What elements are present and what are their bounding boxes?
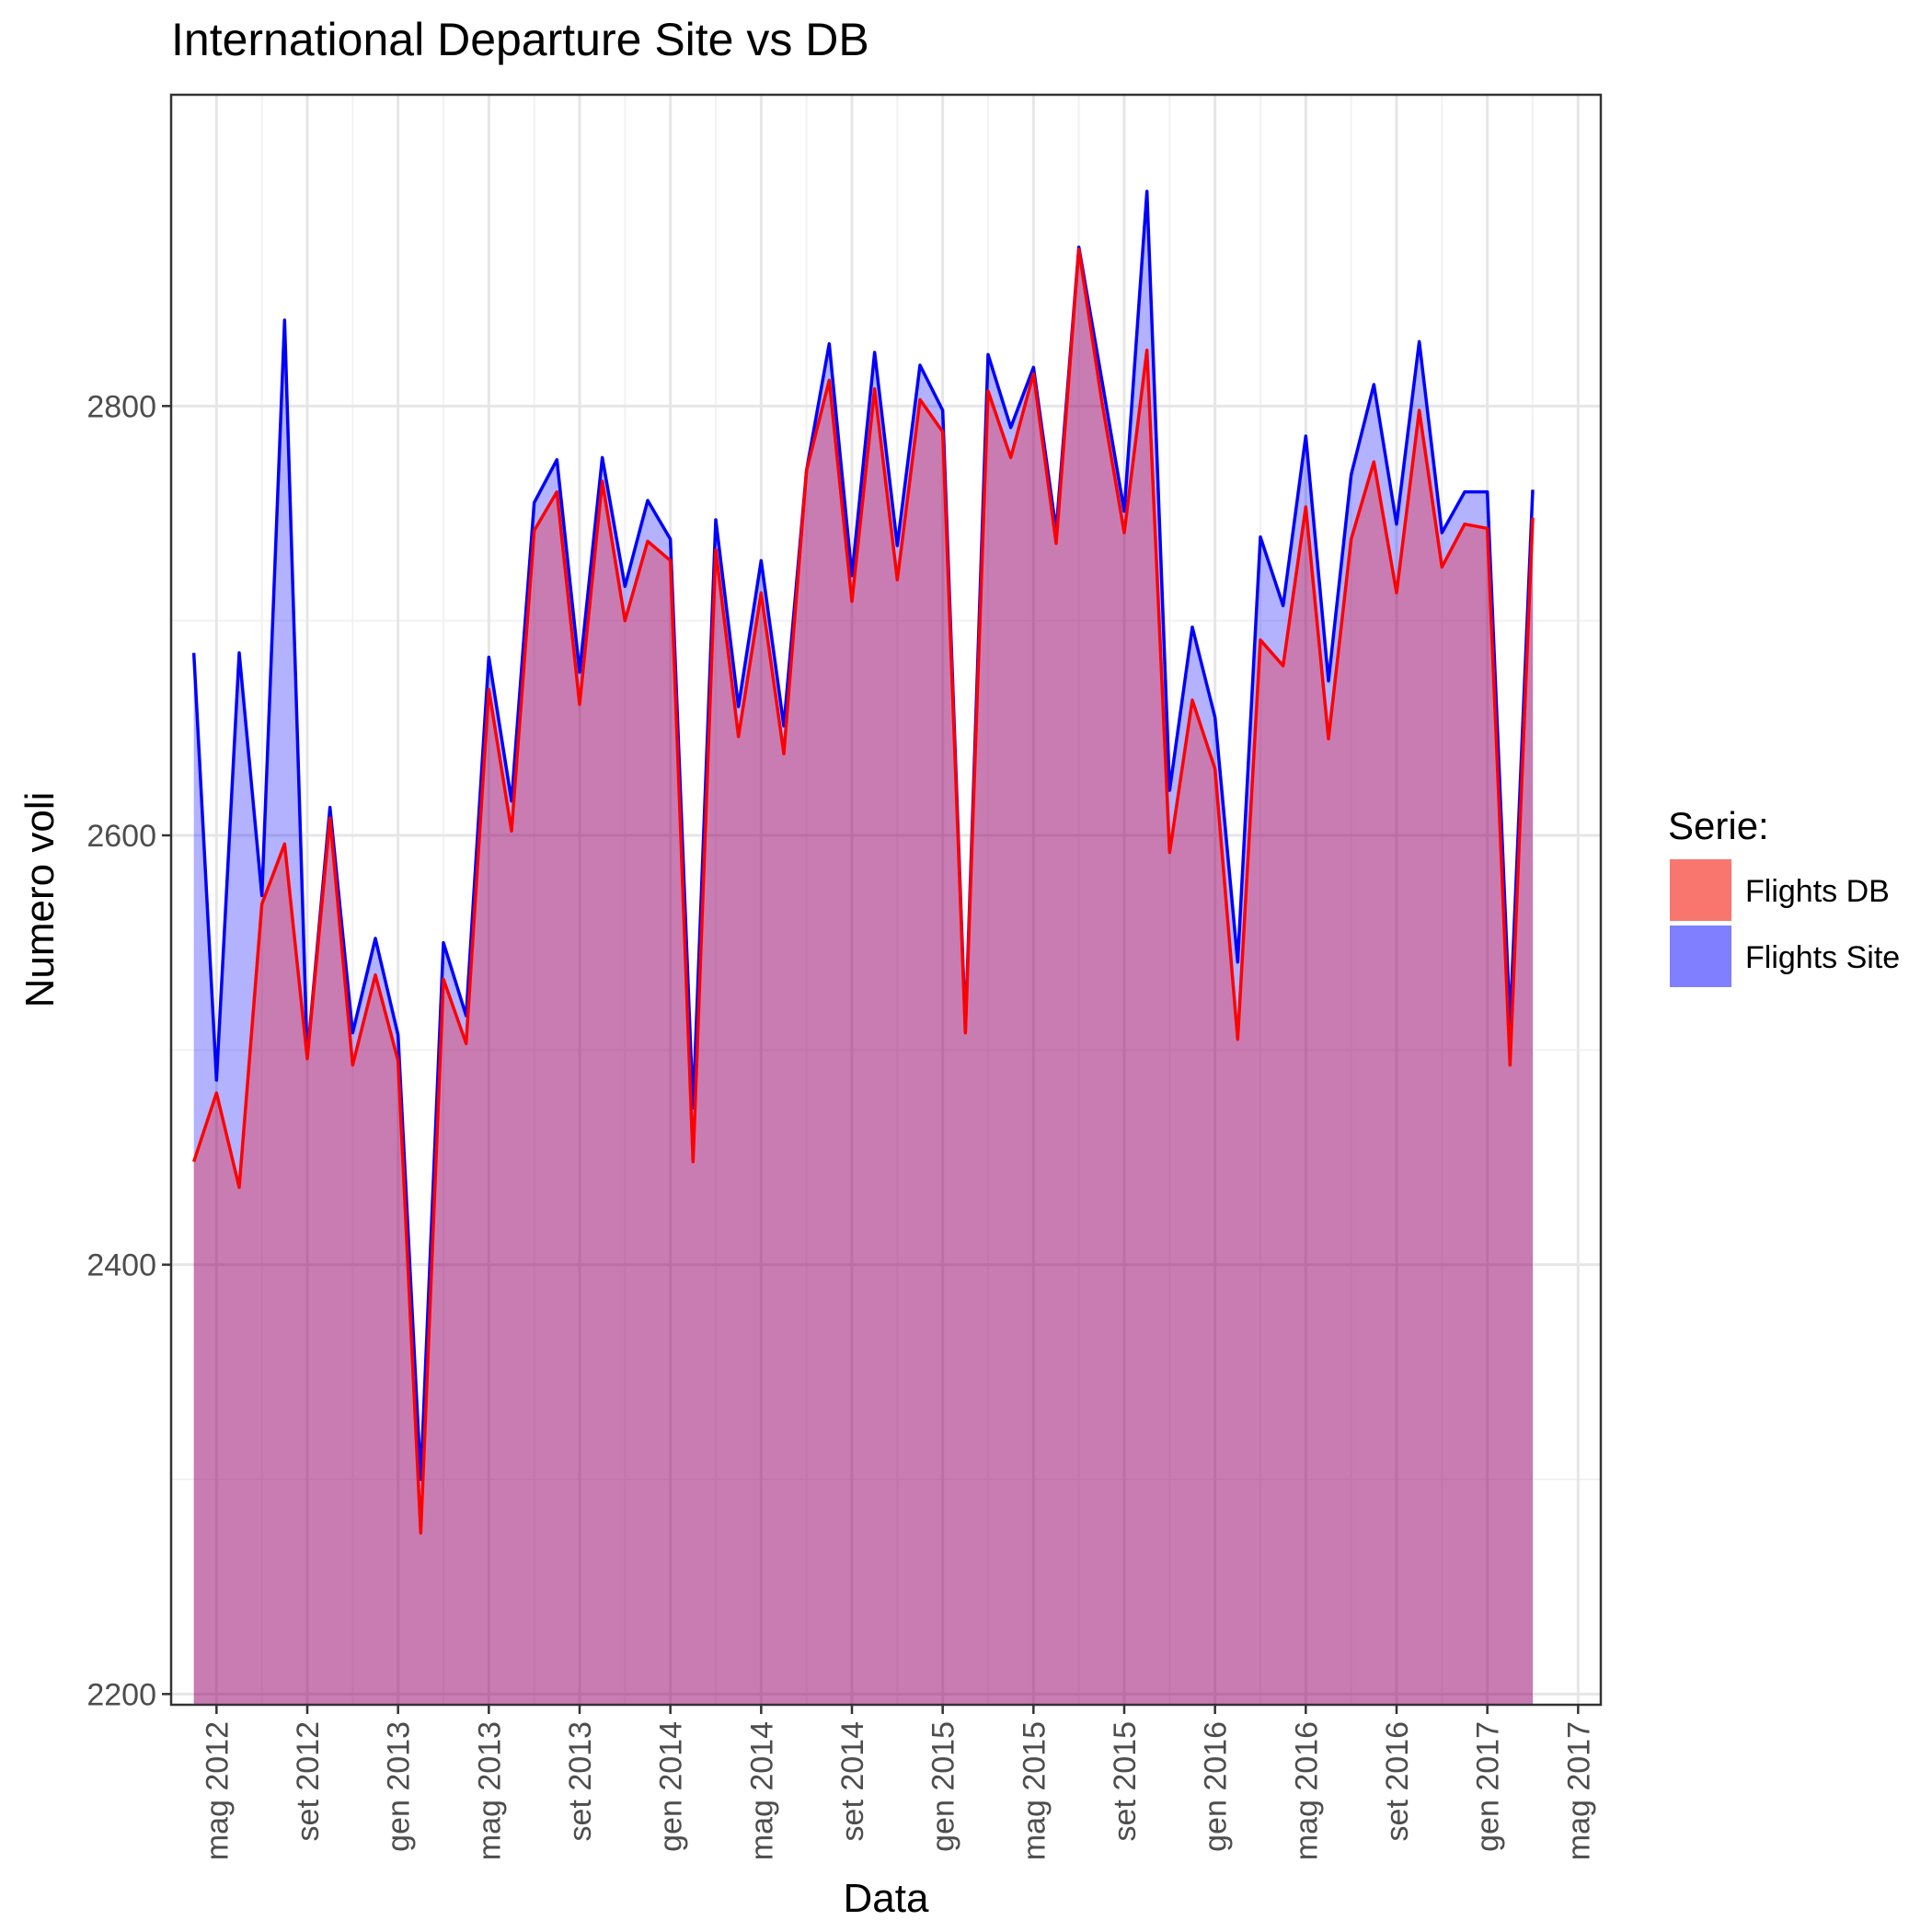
y-tick-label: 2200	[86, 1677, 156, 1712]
axes: mag 2012 set 2012 gen 2013 mag 2013 set 2013…	[86, 389, 1596, 1860]
x-tick-label: set 2016	[1380, 1721, 1415, 1841]
y-tick-label: 2600	[86, 819, 156, 854]
x-axis-title: Data	[844, 1876, 929, 1921]
chart-title: International Departure Site vs DB	[171, 14, 869, 65]
series-lines	[191, 190, 1535, 1535]
x-tick-label: set 2015	[1108, 1721, 1143, 1841]
x-tick-label: gen 2017	[1471, 1721, 1506, 1852]
x-tick-label: mag 2017	[1561, 1721, 1596, 1860]
y-tick-label: 2400	[86, 1248, 156, 1283]
x-tick-label: mag 2012	[200, 1721, 235, 1860]
line-flights-db	[192, 247, 1535, 1535]
x-tick-label: gen 2014	[654, 1721, 689, 1852]
x-tick-label: set 2014	[835, 1721, 870, 1841]
area-flights-site	[193, 191, 1534, 1705]
x-tick-label: set 2013	[563, 1721, 598, 1841]
x-tick-label: mag 2016	[1289, 1721, 1324, 1860]
legend-label-flights-site: Flights Site	[1745, 940, 1900, 975]
y-axis-title: Numero voli	[17, 792, 63, 1008]
plot-panel	[171, 95, 1601, 1705]
x-tick-label: mag 2013	[472, 1721, 507, 1860]
x-tick-label: gen 2016	[1199, 1721, 1234, 1852]
legend-label-flights-db: Flights DB	[1745, 874, 1890, 909]
x-tick-label: gen 2013	[382, 1721, 417, 1852]
x-tick-label: mag 2015	[1017, 1721, 1052, 1860]
line-flights-site	[191, 190, 1535, 1481]
legend-key-flights-site	[1670, 926, 1731, 987]
legend-title: Serie:	[1668, 804, 1769, 847]
x-tick-label: gen 2015	[926, 1721, 961, 1852]
y-tick-label: 2800	[86, 389, 156, 424]
legend: Serie: Flights DB Flights Site	[1668, 804, 1900, 987]
plot-border	[169, 93, 1603, 1707]
x-tick-label: mag 2014	[744, 1721, 779, 1860]
x-tick-label: set 2012	[291, 1721, 326, 1841]
legend-key-flights-db	[1670, 859, 1731, 921]
